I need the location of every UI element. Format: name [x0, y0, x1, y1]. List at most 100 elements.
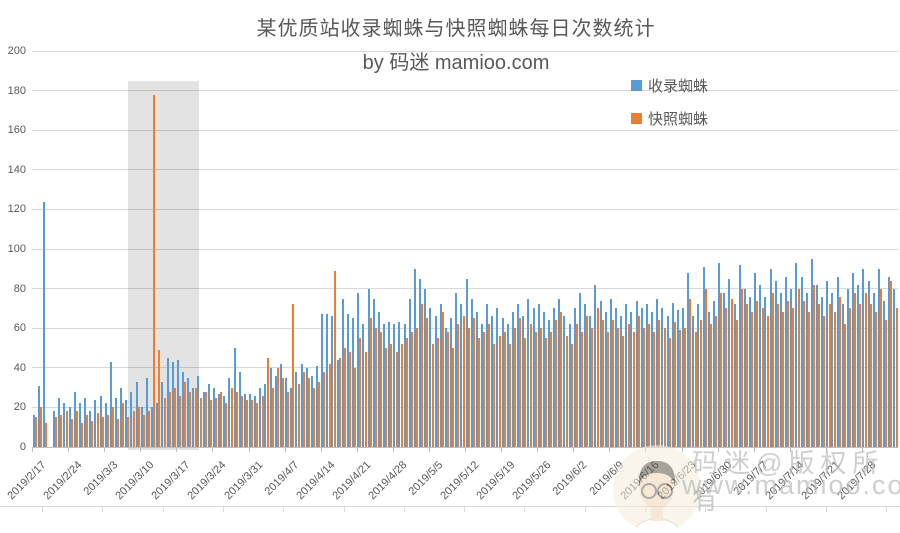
- index-spider-bar: [599, 300, 602, 447]
- cutoff-table-tick: [585, 506, 586, 512]
- snapshot-spider-bar: [508, 344, 511, 447]
- snapshot-spider-bar: [735, 320, 738, 447]
- index-spider-bar: [166, 357, 169, 447]
- snapshot-spider-bar: [833, 312, 836, 447]
- cutoff-table-tick: [102, 506, 103, 512]
- index-spider-bar: [620, 316, 623, 447]
- index-spider-bar: [42, 201, 45, 447]
- index-spider-bar: [145, 377, 148, 447]
- x-axis-label: 2019/3/10: [113, 459, 157, 503]
- snapshot-spider-bar: [524, 338, 527, 447]
- snapshot-spider-bar: [699, 320, 702, 447]
- snapshot-spider-bar: [127, 417, 130, 447]
- index-spider-bar: [826, 280, 829, 447]
- snapshot-spider-bar: [813, 284, 816, 447]
- snapshot-spider-bar: [436, 338, 439, 447]
- snapshot-spider-bar: [163, 397, 166, 447]
- index-spider-bar: [800, 276, 803, 447]
- snapshot-spider-bar: [411, 332, 413, 447]
- index-spider-bar: [357, 292, 360, 447]
- x-axis-label: 2019/4/14: [294, 459, 338, 503]
- index-spider-bar: [728, 278, 731, 447]
- index-spider-bar: [383, 324, 386, 447]
- snapshot-spider-bar: [307, 377, 310, 447]
- snapshot-spider-bar: [323, 371, 326, 447]
- index-spider-bar: [527, 298, 530, 447]
- snapshot-spider-bar: [390, 344, 393, 447]
- index-spider-bar: [563, 316, 566, 447]
- snapshot-spider-bar: [849, 308, 852, 447]
- index-spider-bar: [506, 324, 509, 447]
- snapshot-spider-bar: [421, 304, 424, 447]
- snapshot-spider-bar: [637, 316, 640, 447]
- snapshot-spider-bar: [581, 332, 584, 447]
- snapshot-spider-bar: [271, 387, 274, 447]
- index-spider-bar: [718, 262, 721, 447]
- cutoff-table-tick: [223, 506, 224, 512]
- chart-legend: 收录蜘蛛 快照蜘蛛: [631, 74, 708, 140]
- cutoff-table-tick: [766, 506, 767, 512]
- index-spider-bar: [238, 371, 241, 447]
- index-spider-bar: [656, 298, 659, 447]
- y-axis-label: 80: [13, 282, 26, 295]
- cutoff-table-border: [0, 506, 900, 507]
- snapshot-spider-bar: [246, 399, 249, 447]
- index-spider-bar: [254, 395, 257, 447]
- legend-label: 快照蜘蛛: [648, 110, 709, 128]
- snapshot-spider-bar: [472, 318, 475, 447]
- index-spider-bar: [821, 296, 824, 447]
- snapshot-spider-bar: [874, 312, 877, 447]
- y-axis-label: 0: [19, 441, 26, 453]
- index-spider-bar: [470, 298, 473, 447]
- snapshot-spider-bar: [498, 336, 501, 447]
- snapshot-spider-bar: [880, 288, 883, 447]
- snapshot-spider-bar: [622, 336, 625, 447]
- index-spider-bar: [279, 363, 282, 447]
- index-spider-bar: [877, 268, 880, 447]
- snapshot-spider-bar: [895, 308, 898, 447]
- index-spider-bar: [743, 288, 746, 447]
- index-spider-bar: [846, 288, 849, 447]
- snapshot-spider-bar: [142, 415, 145, 447]
- snapshot-spider-swatch-icon: [631, 112, 642, 124]
- gridline: [32, 367, 898, 369]
- index-spider-bar: [187, 377, 190, 447]
- snapshot-spider-bar: [771, 292, 774, 447]
- index-spider-bar: [831, 292, 834, 447]
- x-axis-tick: [681, 448, 683, 452]
- snapshot-spider-bar: [380, 332, 383, 447]
- index-spider-bar: [310, 375, 313, 447]
- index-spider-bar: [604, 312, 607, 447]
- snapshot-spider-bar: [235, 391, 238, 447]
- snapshot-spider-bar: [297, 383, 300, 447]
- snapshot-spider-bar: [282, 377, 285, 447]
- index-spider-bar: [151, 407, 154, 447]
- x-axis-tick: [717, 448, 719, 452]
- snapshot-spider-bar: [194, 387, 197, 447]
- snapshot-spider-bar: [550, 332, 553, 447]
- snapshot-spider-bar: [204, 391, 207, 447]
- snapshot-spider-bar: [617, 328, 620, 447]
- index-spider-bar: [181, 371, 184, 447]
- index-spider-bar: [640, 308, 643, 447]
- index-spider-bar: [346, 314, 349, 447]
- snapshot-spider-bar: [158, 350, 161, 447]
- index-spider-bar: [372, 298, 375, 447]
- snapshot-spider-bar: [86, 415, 89, 447]
- index-spider-bar: [795, 262, 798, 447]
- index-spider-bar: [68, 407, 71, 447]
- index-spider-bar: [785, 276, 788, 447]
- snapshot-spider-bar: [885, 320, 888, 447]
- index-spider-bar: [109, 361, 112, 447]
- index-spider-bar: [413, 268, 416, 447]
- cutoff-table-tick: [344, 506, 345, 512]
- snapshot-spider-bar: [720, 292, 723, 447]
- x-axis-label: 2019/5/26: [510, 459, 554, 503]
- snapshot-spider-bar: [106, 415, 109, 447]
- x-axis-tick: [320, 448, 322, 452]
- index-spider-bar: [32, 415, 35, 447]
- snapshot-spider-bar: [148, 411, 151, 447]
- x-axis-label: 2019/4/28: [366, 459, 410, 503]
- snapshot-spider-bar: [828, 304, 831, 447]
- index-spider-bar: [37, 385, 40, 447]
